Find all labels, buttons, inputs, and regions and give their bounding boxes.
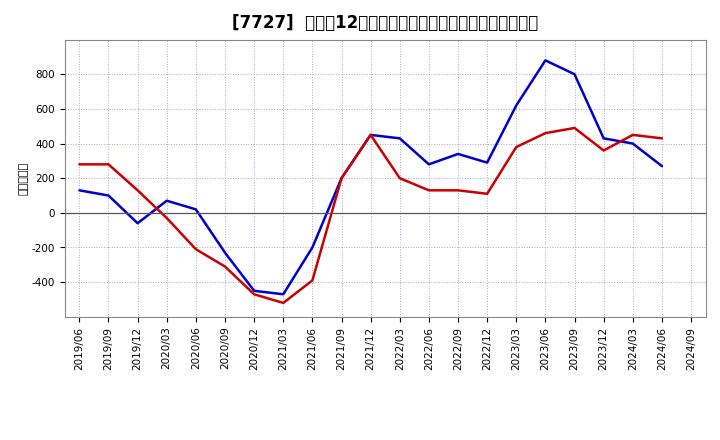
当期純利益 (104, 161, 113, 167)
当期純利益 (657, 136, 666, 141)
Title: [7727]  利益の12か月移動合計の対前年同期増減額の推移: [7727] 利益の12か月移動合計の対前年同期増減額の推移 (232, 15, 539, 33)
経常利益 (512, 103, 521, 108)
経常利益 (75, 188, 84, 193)
経常利益 (657, 163, 666, 169)
当期純利益 (629, 132, 637, 138)
当期純利益 (541, 131, 550, 136)
経常利益 (425, 161, 433, 167)
経常利益 (337, 176, 346, 181)
当期純利益 (337, 176, 346, 181)
当期純利益 (279, 300, 287, 305)
経常利益 (104, 193, 113, 198)
Y-axis label: （百万円）: （百万円） (19, 161, 29, 195)
経常利益 (629, 141, 637, 146)
経常利益 (163, 198, 171, 203)
経常利益 (192, 207, 200, 212)
当期純利益 (192, 246, 200, 252)
当期純利益 (599, 148, 608, 153)
経常利益 (483, 160, 492, 165)
当期純利益 (512, 144, 521, 150)
経常利益 (308, 245, 317, 250)
経常利益 (454, 151, 462, 157)
経常利益 (541, 58, 550, 63)
当期純利益 (395, 176, 404, 181)
当期純利益 (570, 125, 579, 131)
当期純利益 (308, 278, 317, 283)
当期純利益 (454, 188, 462, 193)
経常利益 (599, 136, 608, 141)
Line: 当期純利益: 当期純利益 (79, 128, 662, 303)
当期純利益 (425, 188, 433, 193)
Line: 経常利益: 経常利益 (79, 60, 662, 294)
当期純利益 (366, 132, 375, 138)
当期純利益 (250, 292, 258, 297)
当期純利益 (220, 264, 229, 269)
経常利益 (133, 220, 142, 226)
当期純利益 (163, 216, 171, 221)
経常利益 (395, 136, 404, 141)
経常利益 (570, 72, 579, 77)
当期純利益 (133, 188, 142, 193)
経常利益 (366, 132, 375, 138)
経常利益 (220, 250, 229, 255)
当期純利益 (75, 161, 84, 167)
当期純利益 (483, 191, 492, 196)
経常利益 (250, 288, 258, 293)
経常利益 (279, 292, 287, 297)
